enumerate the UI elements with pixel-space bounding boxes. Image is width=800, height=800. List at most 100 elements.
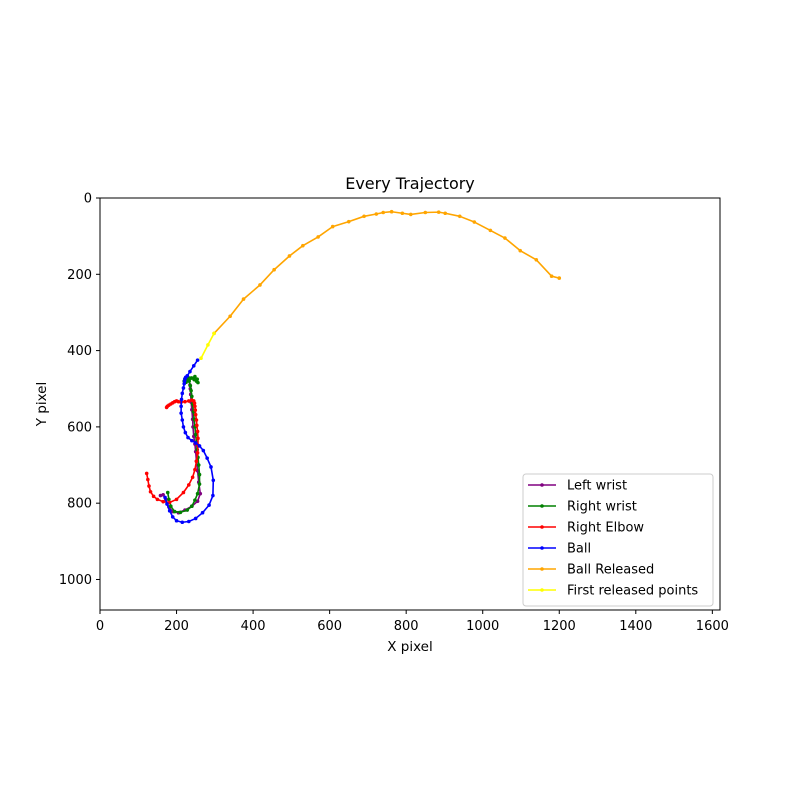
data-point-right-elbow <box>148 489 153 494</box>
data-point-ball <box>186 435 190 440</box>
data-point-right-elbow <box>186 399 191 403</box>
data-point-right-elbow <box>155 497 160 502</box>
data-point-right-elbow <box>146 477 150 482</box>
data-point-ball-released <box>549 274 554 279</box>
series-line-right-elbow <box>145 399 199 504</box>
data-point-right-elbow <box>190 475 195 480</box>
data-point-right-wrist <box>189 388 193 393</box>
data-point-ball <box>193 441 198 445</box>
data-point-ball <box>197 444 202 448</box>
data-point-right-wrist <box>193 432 198 437</box>
data-point-ball <box>186 519 191 524</box>
x-axis-label: X pixel <box>387 639 433 655</box>
data-point-right-elbow <box>161 499 165 504</box>
data-point-ball <box>167 509 172 513</box>
legend-item-left-wrist: Left wrist <box>528 479 627 494</box>
data-point-ball <box>209 465 213 469</box>
data-point-right-wrist <box>197 472 202 477</box>
legend-label: Right wrist <box>567 500 637 515</box>
legend-marker <box>540 483 544 487</box>
legend-item-ball: Ball <box>528 542 591 557</box>
legend-item-first-released-points: First released points <box>528 584 698 599</box>
data-point-right-wrist <box>167 497 171 502</box>
legend-marker <box>540 588 544 592</box>
data-point-ball <box>179 404 183 409</box>
data-point-ball <box>191 364 196 368</box>
data-point-right-wrist <box>186 378 191 383</box>
data-point-ball <box>207 503 211 507</box>
data-point-ball-released <box>488 228 493 233</box>
series-line-ball-released <box>213 210 560 334</box>
data-point-ball <box>201 448 206 453</box>
data-point-ball <box>195 358 200 362</box>
data-point-ball-released <box>287 254 292 258</box>
data-point-ball <box>180 520 185 525</box>
y-tick-label: 600 <box>67 420 92 435</box>
x-tick-label: 1000 <box>466 619 499 634</box>
data-point-ball <box>180 418 185 422</box>
data-point-right-elbow <box>144 471 149 476</box>
legend-box <box>522 473 714 607</box>
data-point-right-wrist <box>178 510 183 515</box>
data-point-right-wrist <box>192 377 196 382</box>
data-point-ball-released <box>518 248 523 253</box>
legend-item-right-elbow: Right Elbow <box>528 521 644 536</box>
data-point-right-elbow <box>195 451 200 455</box>
legend-label: Ball Released <box>567 563 654 578</box>
x-tick-label: 1400 <box>619 619 652 634</box>
data-point-ball-released <box>258 283 262 287</box>
data-point-ball-released <box>374 212 379 216</box>
data-point-right-elbow <box>151 494 156 499</box>
data-point-ball <box>163 495 167 500</box>
data-point-left-wrist <box>161 492 165 497</box>
data-point-first-released-points <box>206 343 210 347</box>
data-point-right-wrist <box>190 394 194 399</box>
data-point-right-elbow <box>193 467 197 472</box>
data-point-first-released-points <box>212 331 216 336</box>
data-point-ball-released <box>408 212 413 217</box>
legend-item-ball-released: Ball Released <box>528 563 654 578</box>
data-point-ball <box>170 515 175 519</box>
data-point-right-elbow <box>174 497 179 502</box>
data-point-right-wrist <box>185 508 190 512</box>
x-tick-label: 0 <box>96 619 104 634</box>
data-point-ball-released <box>436 210 441 214</box>
x-tick-label: 800 <box>394 619 419 634</box>
data-point-ball <box>180 391 185 396</box>
data-point-ball <box>193 516 198 521</box>
data-point-ball <box>179 411 183 415</box>
y-tick-label: 1000 <box>59 573 92 588</box>
data-point-ball-released <box>316 235 320 239</box>
data-point-ball-released <box>557 276 562 280</box>
data-point-ball <box>165 502 169 506</box>
data-point-right-elbow <box>194 459 199 464</box>
data-point-right-wrist <box>169 504 173 509</box>
x-tick-label: 1600 <box>696 619 729 634</box>
data-point-ball <box>182 381 186 386</box>
data-point-right-elbow <box>167 500 172 505</box>
data-point-ball <box>183 430 188 435</box>
data-point-right-wrist <box>189 376 193 380</box>
data-point-ball-released <box>389 209 394 214</box>
data-point-right-elbow <box>181 490 186 495</box>
data-point-ball-released <box>534 258 539 262</box>
chart-title: Every Trajectory <box>345 174 475 193</box>
data-point-ball-released <box>457 214 462 219</box>
y-tick-label: 800 <box>67 497 92 512</box>
data-point-right-wrist <box>193 498 197 502</box>
data-point-right-elbow <box>195 429 200 434</box>
data-point-right-elbow <box>186 483 191 487</box>
y-tick-label: 0 <box>84 192 92 207</box>
data-point-ball <box>181 425 186 429</box>
legend-marker <box>540 525 544 529</box>
data-point-ball <box>181 386 186 390</box>
data-point-ball-released <box>346 219 351 224</box>
data-point-ball-released <box>400 211 405 216</box>
data-point-ball <box>200 510 205 515</box>
data-point-ball-released <box>503 236 507 240</box>
data-point-ball-released <box>330 224 335 229</box>
series-ball-released <box>212 209 562 336</box>
legend-marker <box>540 504 544 508</box>
x-tick-label: 600 <box>317 619 342 634</box>
data-point-ball-released <box>272 267 276 272</box>
